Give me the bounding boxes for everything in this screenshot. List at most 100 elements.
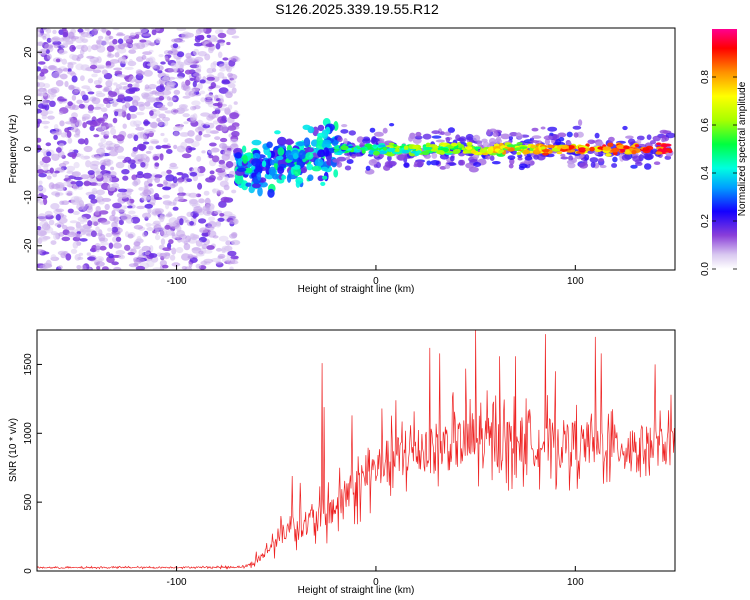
ridge-halo-blob: [368, 159, 377, 166]
noise-blob: [144, 251, 151, 256]
noise-blob: [184, 69, 192, 75]
noise-blob: [100, 137, 106, 144]
noise-blob: [225, 240, 232, 246]
noise-blob: [117, 94, 125, 100]
noise-blob: [87, 45, 92, 53]
noise-blob: [142, 141, 150, 145]
onset-blob: [241, 180, 249, 191]
ridge-halo-blob: [382, 127, 388, 134]
noise-blob: [121, 169, 130, 175]
noise-blob: [168, 217, 178, 225]
noise-blob: [208, 46, 214, 54]
noise-blob: [221, 247, 226, 254]
noise-blob: [58, 111, 64, 115]
noise-blob: [53, 124, 59, 130]
y-tick-label: -20: [23, 238, 34, 253]
noise-blob: [139, 144, 146, 152]
noise-blob: [172, 43, 179, 49]
noise-blob: [168, 165, 179, 170]
colorbar-tick-label: 0.4: [700, 166, 711, 180]
noise-blob: [221, 80, 231, 85]
noise-blob: [228, 170, 236, 179]
noise-blob: [208, 86, 214, 90]
onset-blob: [267, 151, 272, 159]
snr-x-ticks: -100 0 100: [167, 566, 584, 588]
noise-blob: [128, 87, 138, 92]
noise-blob: [222, 76, 227, 80]
ridge-core-blob: [663, 143, 672, 147]
x-tick-label: -100: [167, 577, 187, 588]
noise-blob: [227, 83, 236, 88]
ridge-core-blob: [386, 147, 396, 152]
ridge-halo-blob: [387, 154, 392, 162]
noise-blob: [200, 112, 211, 117]
onset-blob: [234, 152, 242, 159]
noise-blob: [198, 198, 205, 204]
noise-blob: [77, 153, 84, 158]
noise-blob: [71, 75, 78, 83]
noise-blob: [84, 28, 90, 32]
noise-blob: [218, 159, 225, 165]
noise-blob: [112, 216, 120, 222]
noise-blob: [144, 203, 153, 209]
onset-blob: [251, 182, 261, 189]
ridge-halo-blob: [584, 154, 590, 161]
onset-blob: [257, 186, 263, 197]
ridge-halo-blob: [365, 165, 371, 171]
noise-blob: [37, 169, 45, 174]
ridge-core-blob: [570, 149, 576, 153]
noise-blob: [221, 115, 227, 122]
noise-blob: [184, 138, 195, 144]
noise-blob: [130, 32, 135, 38]
noise-blob: [165, 174, 175, 182]
noise-blob: [93, 79, 102, 86]
noise-blob: [206, 76, 215, 81]
noise-blob: [85, 160, 92, 168]
noise-blob: [140, 28, 149, 33]
noise-blob: [83, 180, 91, 187]
noise-blob: [58, 163, 67, 168]
noise-blob: [203, 133, 211, 138]
noise-blob: [127, 205, 133, 209]
noise-blob: [144, 84, 150, 90]
noise-blob: [93, 106, 102, 110]
ridge-halo-blob: [611, 163, 618, 168]
noise-blob: [180, 238, 186, 243]
noise-blob: [48, 93, 55, 100]
noise-blob: [160, 228, 168, 236]
noise-blob: [186, 178, 193, 183]
noise-blob: [118, 194, 128, 199]
noise-blob: [191, 141, 200, 147]
ridge-halo-blob: [459, 159, 466, 166]
ridge-core-blob: [466, 141, 473, 147]
noise-blob: [188, 90, 196, 97]
noise-blob: [146, 260, 155, 268]
noise-blob: [212, 102, 221, 107]
noise-blob: [90, 230, 97, 238]
snr-line: [37, 330, 675, 570]
noise-blob: [133, 120, 142, 126]
noise-blob: [149, 122, 158, 128]
ridge-halo-blob: [489, 155, 495, 161]
noise-blob: [111, 210, 116, 216]
ridge-halo-blob: [488, 137, 497, 145]
snr-panel: -100 0 100 0 500 1000 1500 Height of straight…: [8, 329, 676, 596]
noise-blob: [199, 79, 206, 84]
noise-blob: [55, 58, 61, 63]
noise-blob: [206, 34, 211, 38]
ridge-halo-blob: [447, 127, 455, 133]
ridge-halo-blob: [444, 164, 451, 169]
noise-blob: [157, 120, 164, 126]
ridge-core-blob: [416, 150, 422, 154]
noise-blob: [42, 251, 50, 255]
noise-blob: [95, 64, 106, 69]
ridge-core-blob: [556, 145, 562, 150]
noise-blob: [195, 134, 202, 142]
noise-blob: [166, 96, 171, 101]
noise-blob: [90, 163, 99, 170]
noise-blob: [59, 73, 68, 80]
noise-blob: [111, 261, 119, 266]
noise-blob: [133, 134, 139, 142]
noise-blob: [135, 265, 146, 270]
ridge-halo-blob: [340, 129, 349, 134]
